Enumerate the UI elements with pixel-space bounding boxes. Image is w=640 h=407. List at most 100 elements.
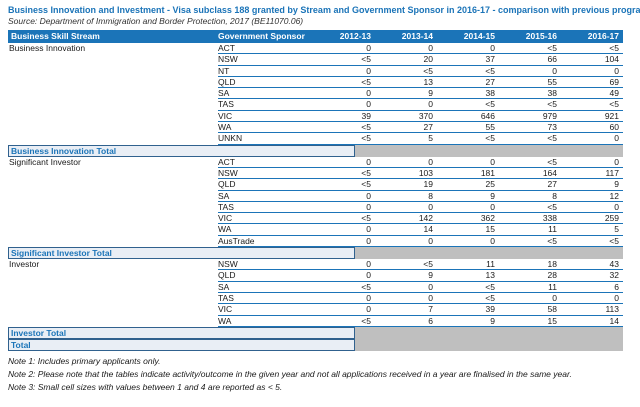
table-row: NSW <5 103 181 164 117: [8, 167, 623, 180]
value-cell: <5: [361, 167, 371, 178]
value-cell: 0: [366, 259, 371, 270]
stream-label: [8, 122, 218, 133]
value-cell: 5: [428, 133, 433, 144]
value-cell: 38: [547, 88, 557, 99]
table-body: Business Innovation ACT 0 0 0 <5 <5 NSW <5 20 37 66…: [8, 43, 623, 351]
stream-label: [8, 133, 218, 144]
table-row: Business Innovation ACT 0 0 0 <5 <5: [8, 43, 623, 55]
value-cell: 60: [609, 122, 619, 133]
stream-label: [8, 179, 218, 190]
value-cell: 12: [609, 190, 619, 201]
table-row: AusTrade 0 0 0 <5 <5: [8, 235, 623, 248]
value-cell: <5: [361, 315, 371, 326]
table-row: TAS 0 0 <5 <5 <5: [8, 99, 623, 111]
stream-label: [8, 54, 218, 65]
column-header-2016-17: 2016-17: [587, 31, 619, 41]
value-cell: 0: [366, 201, 371, 212]
value-cell: 113: [605, 304, 619, 315]
table-row: UNKN <5 5 <5 <5 0: [8, 133, 623, 145]
value-cell: <5: [609, 235, 619, 246]
sponsor-label: ACT: [218, 43, 235, 53]
value-cell: 0: [366, 156, 371, 167]
table-row: QLD 0 9 13 28 32: [8, 270, 623, 282]
value-cell: <5: [361, 122, 371, 133]
value-cell: <5: [361, 281, 371, 292]
sponsor-label: VIC: [218, 110, 233, 121]
column-header-stream: Business Skill Stream: [11, 31, 100, 41]
value-cell: 37: [485, 54, 495, 65]
value-cell: 362: [480, 213, 495, 224]
sponsor-label: TAS: [218, 292, 234, 303]
value-cell: <5: [485, 65, 495, 76]
value-cell: 0: [366, 88, 371, 99]
value-cell: <5: [547, 43, 557, 53]
row-data-area: NSW 0 <5 11 18 43: [218, 259, 623, 271]
column-header-2013-14: 2013-14: [401, 31, 433, 41]
value-cell: 164: [542, 167, 557, 178]
table-row: Investor NSW 0 <5 11 18 43: [8, 259, 623, 271]
table-row: WA <5 27 55 73 60: [8, 122, 623, 134]
table-row: SA 0 8 9 8 12: [8, 191, 623, 202]
value-cell: 7: [428, 304, 433, 315]
grand-total-row: Total: [8, 338, 623, 351]
value-cell: 0: [614, 133, 619, 144]
value-cell: 0: [428, 292, 433, 303]
stream-label: [8, 202, 218, 213]
value-cell: 11: [548, 281, 557, 292]
section-total-label: Investor Total: [8, 326, 355, 339]
sponsor-label: NSW: [218, 167, 238, 178]
stream-label: [8, 213, 218, 224]
table-row: VIC <5 142 362 338 259: [8, 213, 623, 225]
sponsor-label: TAS: [218, 99, 234, 110]
value-cell: 55: [547, 76, 557, 87]
value-cell: 370: [418, 110, 433, 121]
stream-label: [8, 224, 218, 235]
sponsor-label: VIC: [218, 213, 233, 224]
table-row: VIC 39 370 646 979 921: [8, 110, 623, 123]
value-cell: 66: [547, 54, 557, 65]
value-cell: 0: [366, 292, 371, 303]
sponsor-label: NSW: [218, 54, 238, 65]
value-cell: 28: [547, 270, 557, 281]
value-cell: 27: [485, 76, 495, 87]
value-cell: 104: [604, 54, 619, 65]
value-cell: 9: [428, 88, 433, 99]
value-cell: <5: [361, 76, 371, 87]
suppressed-total-cells: [355, 247, 623, 260]
row-data-area: AusTrade 0 0 0 <5 <5: [218, 235, 623, 248]
value-cell: <5: [423, 65, 433, 76]
value-cell: <5: [547, 99, 557, 110]
value-cell: <5: [361, 179, 371, 190]
sponsor-label: NSW: [218, 259, 238, 270]
stream-label: [8, 66, 218, 77]
report-page: Business Innovation and Investment - Vis…: [8, 5, 640, 392]
value-cell: 14: [609, 315, 619, 326]
value-cell: 0: [614, 292, 619, 303]
stream-label: [8, 282, 218, 293]
stream-label: [8, 77, 218, 88]
column-header-sponsor: Government Sponsor: [218, 31, 305, 41]
row-data-area: VIC 39 370 646 979 921: [218, 110, 623, 123]
value-cell: <5: [547, 235, 557, 246]
suppressed-total-cells: [355, 326, 623, 339]
row-data-area: UNKN <5 5 <5 <5 0: [218, 133, 623, 145]
value-cell: <5: [547, 201, 557, 212]
value-cell: <5: [485, 292, 495, 303]
value-cell: 25: [485, 179, 495, 190]
table-row: TAS 0 0 <5 0 0: [8, 292, 623, 305]
table-row: QLD <5 19 25 27 9: [8, 179, 623, 191]
section-total-label: Significant Investor Total: [8, 247, 355, 260]
row-data-area: TAS 0 0 0 <5 0: [218, 201, 623, 214]
table-row: SA 0 9 38 38 49: [8, 88, 623, 100]
column-header-2012-13: 2012-13: [339, 31, 371, 41]
value-cell: 0: [490, 156, 495, 167]
value-cell: <5: [547, 133, 557, 144]
value-cell: 142: [418, 213, 433, 224]
stream-label: [8, 304, 218, 315]
value-cell: 979: [542, 110, 557, 121]
stream-label: [8, 99, 218, 110]
value-cell: <5: [547, 156, 557, 167]
footnote-2: Note 2: Please note that the tables indi…: [8, 368, 572, 379]
row-data-area: TAS 0 0 <5 0 0: [218, 292, 623, 305]
table-row: VIC 0 7 39 58 113: [8, 304, 623, 316]
